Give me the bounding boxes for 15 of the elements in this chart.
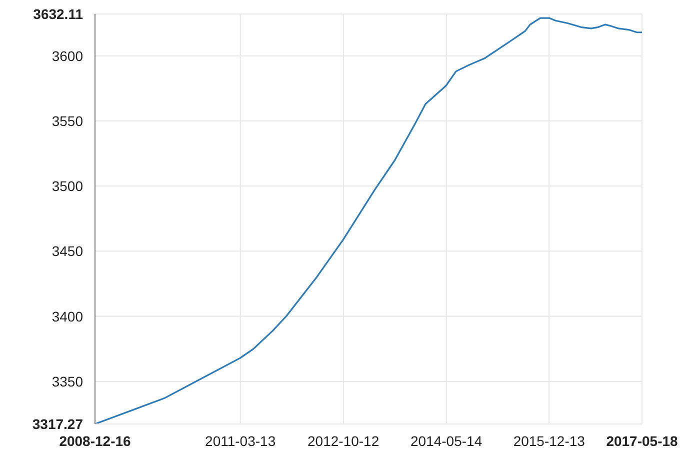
x-tick-label: 2015-12-13 xyxy=(513,433,586,449)
x-tick-label: 2014-05-14 xyxy=(410,433,482,449)
y-tick-label: 3550 xyxy=(52,112,84,129)
y-tick-label: 3450 xyxy=(52,243,84,260)
x-tick-label: 2017-05-18 xyxy=(606,433,678,449)
line-series xyxy=(95,17,642,424)
x-tick-label: 2012-10-12 xyxy=(308,433,380,449)
y-tick-label: 3500 xyxy=(52,178,84,194)
y-tick-label: 3400 xyxy=(52,308,84,324)
y-tick-label: 3350 xyxy=(52,373,84,390)
y-tick-label: 3317.27 xyxy=(32,416,84,432)
y-tick-label: 3632.11 xyxy=(33,6,84,22)
x-tick-label: 2011-03-13 xyxy=(205,433,276,449)
x-tick-label: 2008-12-16 xyxy=(59,433,132,449)
y-tick-label: 3600 xyxy=(52,48,84,64)
